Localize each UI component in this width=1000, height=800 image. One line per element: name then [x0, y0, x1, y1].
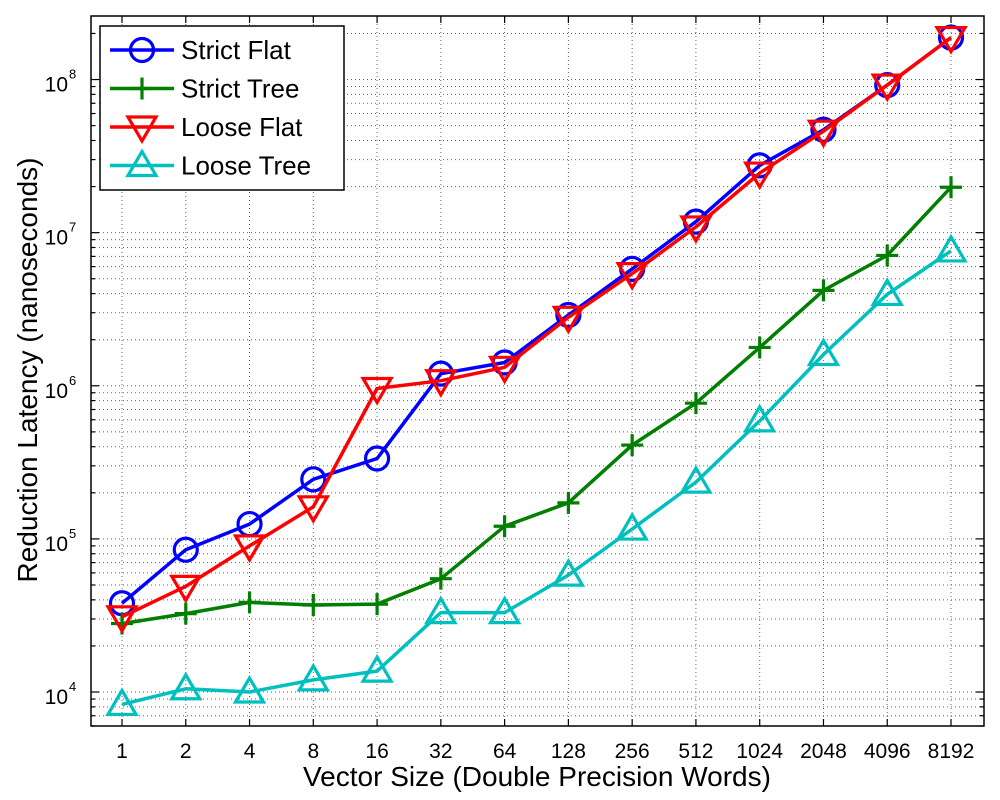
series-loose-tree [105, 233, 968, 717]
legend-label: Strict Flat [181, 35, 292, 65]
data-point-strict-flat [300, 466, 327, 493]
data-point-strict-tree [238, 591, 261, 614]
data-point-strict-tree [621, 434, 644, 457]
x-tick-label: 2048 [800, 740, 847, 763]
data-point-loose-flat [615, 262, 649, 291]
y-axis-title: Reduction Latency (nanoseconds) [12, 158, 43, 583]
x-tick-label: 16 [365, 740, 388, 763]
legend-swatch-marker [128, 36, 156, 64]
data-point-strict-tree [557, 491, 580, 514]
x-tick-label: 4 [244, 740, 256, 763]
data-point-strict-tree [684, 392, 707, 415]
x-tick-label: 4096 [864, 740, 911, 763]
data-point-strict-tree [812, 279, 835, 302]
data-point-loose-flat [105, 605, 139, 634]
data-point-strict-flat [555, 301, 582, 329]
plot-frame [90, 15, 985, 727]
data-point-strict-tree [493, 515, 516, 538]
x-tick-label: 128 [551, 740, 586, 763]
data-point-loose-tree [360, 653, 394, 683]
data-point-loose-tree [742, 403, 777, 433]
x-axis-title: Vector Size (Double Precision Words) [303, 761, 771, 792]
data-point-loose-flat [551, 305, 586, 335]
data-point-loose-flat [360, 376, 394, 406]
data-point-strict-flat [172, 536, 199, 563]
y-tick-base: 10 [45, 380, 68, 403]
x-tick-label: 512 [678, 740, 713, 763]
data-point-loose-tree [934, 233, 968, 263]
y-tick-label: 10 6 [45, 373, 77, 403]
legend: Strict Flat Strict Tree Loose Flat Loose Tr… [99, 25, 345, 191]
data-point-strict-flat [810, 116, 837, 143]
legend-box [99, 25, 345, 191]
data-point-strict-tree [748, 336, 771, 359]
data-point-loose-tree [296, 662, 331, 692]
data-point-loose-tree [551, 557, 586, 587]
legend-swatch-marker [125, 148, 159, 178]
series-loose-flat [105, 25, 968, 634]
data-point-loose-flat [934, 25, 968, 55]
y-tick-label: 10 8 [45, 67, 77, 97]
x-tick-label: 2 [180, 740, 192, 763]
series-layer [105, 24, 968, 717]
legend-swatch-marker [131, 77, 153, 100]
legend-label: Strict Tree [181, 74, 299, 104]
y-tick-label: 10 4 [45, 679, 77, 709]
series-strict-tree [111, 176, 963, 635]
data-point-loose-flat [296, 495, 331, 525]
legend-label: Loose Flat [181, 112, 303, 142]
data-point-strict-tree [876, 244, 899, 267]
y-tick-base: 10 [45, 227, 68, 250]
data-point-loose-flat [870, 73, 905, 103]
y-tick-base: 10 [45, 686, 68, 709]
y-tick-exponent: 6 [69, 373, 76, 388]
x-tick-label: 1024 [736, 740, 783, 763]
x-tick-label: 64 [493, 740, 517, 763]
x-tick-label: 32 [429, 740, 452, 763]
data-point-loose-flat [806, 119, 841, 149]
legend-entry-strict-tree: Strict Tree [110, 74, 299, 104]
data-point-loose-tree [424, 595, 458, 625]
data-point-loose-flat [232, 534, 267, 564]
data-point-strict-tree [366, 593, 389, 616]
data-point-loose-flat [742, 161, 777, 191]
data-point-loose-tree [232, 674, 267, 704]
x-tick-label: 1 [116, 740, 128, 763]
y-tick-exponent: 5 [69, 526, 76, 541]
y-tick-exponent: 8 [69, 67, 76, 82]
y-tick-base: 10 [45, 74, 68, 97]
x-tick-label: 256 [615, 740, 650, 763]
data-point-loose-flat [679, 215, 713, 245]
legend-entry-strict-flat: Strict Flat [110, 35, 292, 65]
x-tick-label: 8 [307, 740, 319, 763]
data-point-strict-tree [174, 602, 197, 625]
data-point-loose-tree [105, 687, 139, 717]
data-point-loose-tree [806, 337, 841, 367]
legend-entry-loose-tree: Loose Tree [110, 148, 311, 181]
data-point-loose-flat [487, 355, 522, 385]
data-point-loose-tree [679, 464, 713, 494]
y-tick-base: 10 [45, 533, 68, 556]
data-point-loose-tree [487, 595, 522, 625]
legend-swatch-marker [125, 115, 159, 145]
y-tick-exponent: 7 [69, 220, 76, 235]
data-point-loose-tree [615, 511, 649, 541]
data-point-strict-tree [302, 594, 325, 617]
data-point-loose-tree [168, 671, 203, 701]
legend-label: Loose Tree [181, 151, 311, 181]
y-tick-label: 10 5 [45, 526, 77, 556]
data-point-loose-tree [870, 277, 905, 307]
data-point-loose-flat [424, 369, 458, 398]
data-point-strict-tree [940, 176, 963, 199]
data-point-strict-tree [429, 567, 452, 590]
x-tick-label: 8192 [928, 740, 975, 763]
data-point-strict-flat [363, 445, 391, 472]
y-tick-exponent: 4 [69, 679, 76, 694]
y-tick-label: 10 7 [45, 220, 77, 250]
legend-entry-loose-flat: Loose Flat [110, 112, 303, 145]
data-point-loose-flat [168, 574, 203, 604]
